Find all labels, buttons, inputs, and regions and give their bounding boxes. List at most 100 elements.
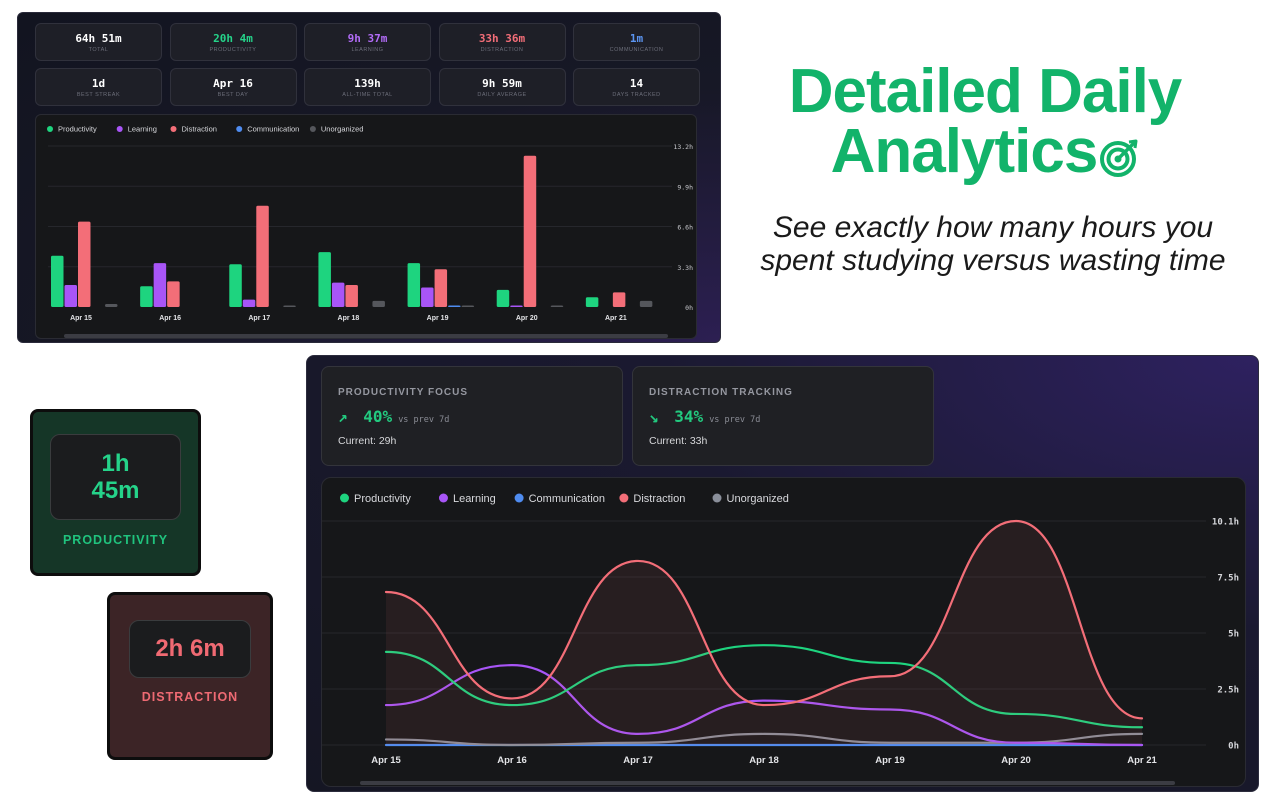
bar-learning-apr-20 bbox=[510, 305, 523, 307]
legend-item-productivity[interactable]: Productivity bbox=[340, 493, 411, 505]
legend-item-learning[interactable]: Learning bbox=[116, 125, 157, 134]
line-chart: Productivity Learning Communication Distrac… bbox=[322, 493, 1239, 785]
y-tick-label: 9.9h bbox=[677, 183, 693, 191]
x-tick-label: Apr 19 bbox=[875, 755, 905, 766]
legend-item-distraction[interactable]: Distraction bbox=[619, 493, 685, 505]
legend-item-unorganized[interactable]: Unorganized bbox=[712, 493, 789, 505]
stat-label: DAILY AVERAGE bbox=[477, 92, 527, 98]
legend-label: Unorganized bbox=[727, 493, 789, 505]
stat-label: TOTAL bbox=[88, 47, 109, 53]
stat-label: PRODUCTIVITY bbox=[209, 47, 257, 53]
trend-down-icon: ↘ bbox=[649, 407, 659, 426]
stat-card-productivity: 20h 4m PRODUCTIVITY bbox=[169, 23, 297, 61]
stat-card-days-tracked: 14 DAYS TRACKED bbox=[573, 68, 700, 106]
legend-dot bbox=[236, 126, 243, 132]
productivity-widget: 1h 45m PRODUCTIVITY bbox=[30, 409, 201, 576]
bar-chart-card: Productivity Learning Distraction Communica… bbox=[35, 114, 697, 339]
bar-productivity-apr-21 bbox=[585, 297, 599, 307]
stat-card-learning: 9h 37m LEARNING bbox=[304, 23, 431, 61]
x-tick-label: Apr 20 bbox=[1001, 755, 1031, 766]
x-tick-label: Apr 16 bbox=[497, 755, 527, 766]
legend-dot bbox=[47, 126, 53, 132]
legend-dot bbox=[170, 126, 177, 132]
bar-unorganized-apr-21 bbox=[639, 300, 653, 307]
legend-label: Communication bbox=[247, 125, 299, 134]
distraction-tracking-card: DISTRACTION TRACKING ↘ 34% vs prev 7d Cur… bbox=[632, 366, 934, 466]
line-learning bbox=[384, 664, 1144, 747]
legend-label: Distraction bbox=[182, 125, 217, 134]
trend-up-icon: ↗ bbox=[338, 407, 348, 426]
chart-scrollbar[interactable] bbox=[360, 781, 1175, 785]
x-tick-label: Apr 21 bbox=[605, 315, 627, 322]
chart-legend: Productivity Learning Distraction Communica… bbox=[47, 125, 363, 134]
stat-card-distraction: 33h 36m DISTRACTION bbox=[438, 23, 566, 61]
legend-item-productivity[interactable]: Productivity bbox=[47, 125, 97, 134]
bar-distraction-apr-21 bbox=[612, 292, 626, 307]
y-tick-label: 7.5h bbox=[1217, 574, 1239, 584]
trends-line-panel: PRODUCTIVITY FOCUS ↗ 40% vs prev 7d Curre… bbox=[306, 355, 1259, 792]
x-tick-label: Apr 18 bbox=[749, 755, 779, 766]
distraction-widget-value: 2h 6m bbox=[129, 620, 251, 678]
legend-label: Distraction bbox=[633, 493, 685, 505]
y-tick-label: 6.6h bbox=[677, 224, 693, 232]
productivity-focus-current: Current: 29h bbox=[338, 435, 397, 447]
legend-item-learning[interactable]: Learning bbox=[438, 493, 496, 505]
headline-title-line1: Detailed Daily bbox=[788, 57, 1183, 126]
line-distraction bbox=[384, 519, 1144, 720]
productivity-widget-hours: 1h bbox=[101, 450, 130, 477]
bar-productivity-apr-20 bbox=[496, 289, 510, 307]
productivity-focus-change: ↗ 40% vs prev 7d bbox=[338, 407, 449, 426]
legend-dot bbox=[619, 493, 629, 503]
x-tick-label: Apr 20 bbox=[516, 315, 538, 322]
bar-productivity-apr-18 bbox=[318, 252, 331, 307]
chart-scrollbar[interactable] bbox=[64, 334, 668, 338]
stat-value: 64h 51m bbox=[75, 32, 122, 45]
legend-label: Unorganized bbox=[321, 125, 364, 134]
y-tick-label: 0h bbox=[685, 304, 693, 312]
bar-distraction-apr-15 bbox=[78, 221, 91, 307]
bar-unorganized-apr-20 bbox=[550, 305, 564, 307]
bar-learning-apr-17 bbox=[242, 299, 256, 307]
stat-value: 1d bbox=[91, 77, 106, 90]
line-chart-card: Productivity Learning Communication Distrac… bbox=[321, 477, 1246, 787]
headline-title-line2: Analytics bbox=[830, 117, 1099, 186]
stat-label: ALL-TIME TOTAL bbox=[342, 92, 393, 98]
distraction-widget-label: DISTRACTION bbox=[141, 690, 239, 704]
bar-distraction-apr-17 bbox=[256, 205, 269, 307]
legend-item-communication[interactable]: Communication bbox=[514, 493, 605, 505]
stat-value: 9h 37m bbox=[347, 32, 388, 45]
productivity-focus-percent: 40% bbox=[363, 407, 393, 426]
bar-productivity-apr-19 bbox=[407, 263, 421, 307]
y-tick-label: 2.5h bbox=[1217, 686, 1239, 696]
area-distraction bbox=[386, 521, 1142, 745]
distraction-tracking-title: DISTRACTION TRACKING bbox=[649, 387, 793, 398]
distraction-tracking-percent: 34% bbox=[674, 407, 704, 426]
legend-item-unorganized[interactable]: Unorganized bbox=[309, 125, 364, 134]
stat-card-best-day: Apr 16 BEST DAY bbox=[169, 68, 297, 106]
productivity-focus-card: PRODUCTIVITY FOCUS ↗ 40% vs prev 7d Curre… bbox=[321, 366, 623, 466]
legend-dot bbox=[116, 126, 123, 132]
productivity-widget-value: 1h 45m bbox=[50, 434, 181, 520]
productivity-focus-title: PRODUCTIVITY FOCUS bbox=[338, 387, 469, 398]
stat-value: 139h bbox=[354, 77, 381, 90]
y-tick-label: 10.1h bbox=[1212, 518, 1239, 528]
stat-label: BEST DAY bbox=[217, 92, 249, 98]
line-productivity bbox=[384, 644, 1144, 729]
legend-label: Productivity bbox=[354, 493, 411, 505]
x-tick-label: Apr 18 bbox=[338, 315, 360, 322]
legend-item-distraction[interactable]: Distraction bbox=[170, 125, 217, 134]
stat-label: LEARNING bbox=[351, 47, 384, 53]
stat-value: 9h 59m bbox=[482, 77, 522, 90]
stat-label: DISTRACTION bbox=[480, 47, 524, 53]
bar-communication-apr-19 bbox=[448, 305, 461, 307]
bar-distraction-apr-19 bbox=[434, 269, 448, 307]
x-tick-label: Apr 17 bbox=[623, 755, 653, 766]
legend-label: Communication bbox=[529, 493, 605, 505]
legend-label: Learning bbox=[128, 125, 157, 134]
headline-subtitle: See exactly how many hours you spent stu… bbox=[728, 211, 1258, 277]
legend-item-communication[interactable]: Communication bbox=[236, 125, 299, 134]
x-tick-label: Apr 21 bbox=[1127, 755, 1157, 766]
stat-card-all-time-total: 139h ALL-TIME TOTAL bbox=[304, 68, 431, 106]
stat-label: DAYS TRACKED bbox=[612, 92, 661, 98]
bar-unorganized-apr-18 bbox=[372, 300, 385, 307]
